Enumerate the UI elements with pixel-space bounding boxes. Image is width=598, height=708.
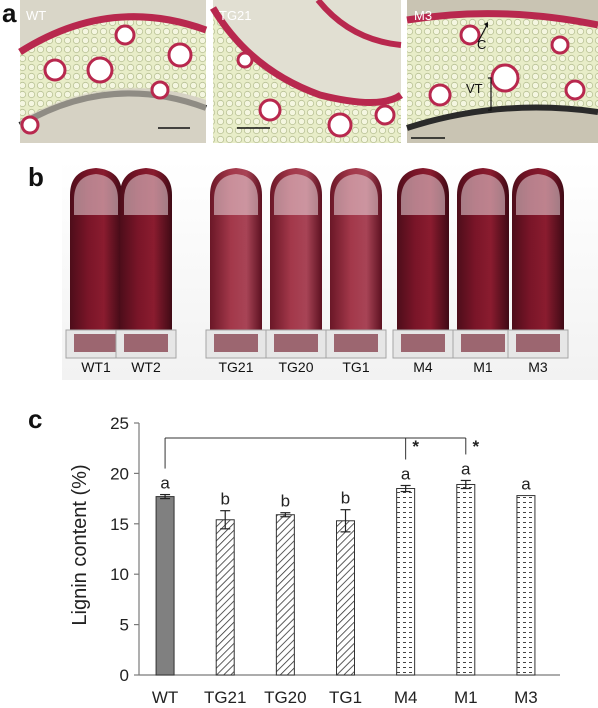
x-tick-label: TG20 xyxy=(264,688,307,707)
tube-label-wt1: WT1 xyxy=(81,359,111,375)
y-tick-label: 0 xyxy=(120,666,129,685)
comparison-bracket: * * xyxy=(164,437,479,469)
x-tick-label: TG21 xyxy=(204,688,247,707)
bar-tg1 xyxy=(336,520,355,676)
tube-m1: M1 xyxy=(452,168,514,375)
panel-b-letter: b xyxy=(28,162,44,192)
significance-letter: a xyxy=(521,475,531,494)
tube-m4: M4 xyxy=(392,168,454,375)
tube-label-m1: M1 xyxy=(473,359,493,375)
bar-tg21 xyxy=(215,519,235,676)
micrograph-label-wt: WT xyxy=(26,8,46,23)
tube-label-wt2: WT2 xyxy=(131,359,161,375)
significance-letter: b xyxy=(220,490,229,509)
x-tick-label: TG1 xyxy=(329,688,362,707)
x-tick-label: M3 xyxy=(514,688,538,707)
y-tick-label: 25 xyxy=(110,414,129,433)
annotation-vt: VT xyxy=(466,81,483,96)
tube-label-m3: M3 xyxy=(528,359,548,375)
bar-m3 xyxy=(516,495,536,676)
significance-letter: a xyxy=(461,459,471,478)
significance-letter: a xyxy=(401,464,411,483)
bar-wt xyxy=(155,496,175,676)
x-tick-label: M1 xyxy=(454,688,478,707)
tube-tg21: TG21 xyxy=(205,168,267,375)
x-tick-label: M4 xyxy=(394,688,418,707)
significance-star: * xyxy=(472,437,479,456)
bar-m1 xyxy=(456,483,476,676)
tube-label-tg20: TG20 xyxy=(278,359,313,375)
tube-label-m4: M4 xyxy=(413,359,433,375)
tube-m3: M3 xyxy=(507,168,569,375)
tube-wt1: WT1 xyxy=(65,168,127,375)
significance-star: * xyxy=(412,437,419,456)
tube-label-tg21: TG21 xyxy=(218,359,253,375)
micrograph-tg21: TG21 xyxy=(209,0,404,143)
panel-a-letter: a xyxy=(2,0,17,28)
tube-wt2: WT2 xyxy=(115,168,177,375)
bar-tg20 xyxy=(275,514,295,676)
x-tick-label: WT xyxy=(152,688,178,707)
annotation-c: C xyxy=(477,37,486,52)
tube-tg20: TG20 xyxy=(265,168,327,375)
micrograph-label-m3: M3 xyxy=(414,8,432,23)
tube-row: WT1 WT2 TG21 TG20 TG1 M4 M1 M3 xyxy=(65,168,569,375)
tube-tg1: TG1 xyxy=(325,168,387,375)
significance-letter: b xyxy=(281,492,290,511)
tube-label-tg1: TG1 xyxy=(342,359,369,375)
y-tick-label: 10 xyxy=(110,565,129,584)
y-tick-label: 20 xyxy=(110,464,129,483)
panel-c-letter: c xyxy=(28,404,42,434)
significance-letter: a xyxy=(160,474,170,493)
y-axis-label: Lignin content (%) xyxy=(69,464,91,625)
y-tick-label: 15 xyxy=(110,515,129,534)
micrograph-m3: M3 C VT xyxy=(406,0,598,143)
micrograph-label-tg21: TG21 xyxy=(219,8,252,23)
significance-letter: b xyxy=(341,489,350,508)
micrograph-wt: WT xyxy=(18,0,208,143)
y-tick-label: 5 xyxy=(120,616,129,635)
bar-m4 xyxy=(396,488,416,676)
